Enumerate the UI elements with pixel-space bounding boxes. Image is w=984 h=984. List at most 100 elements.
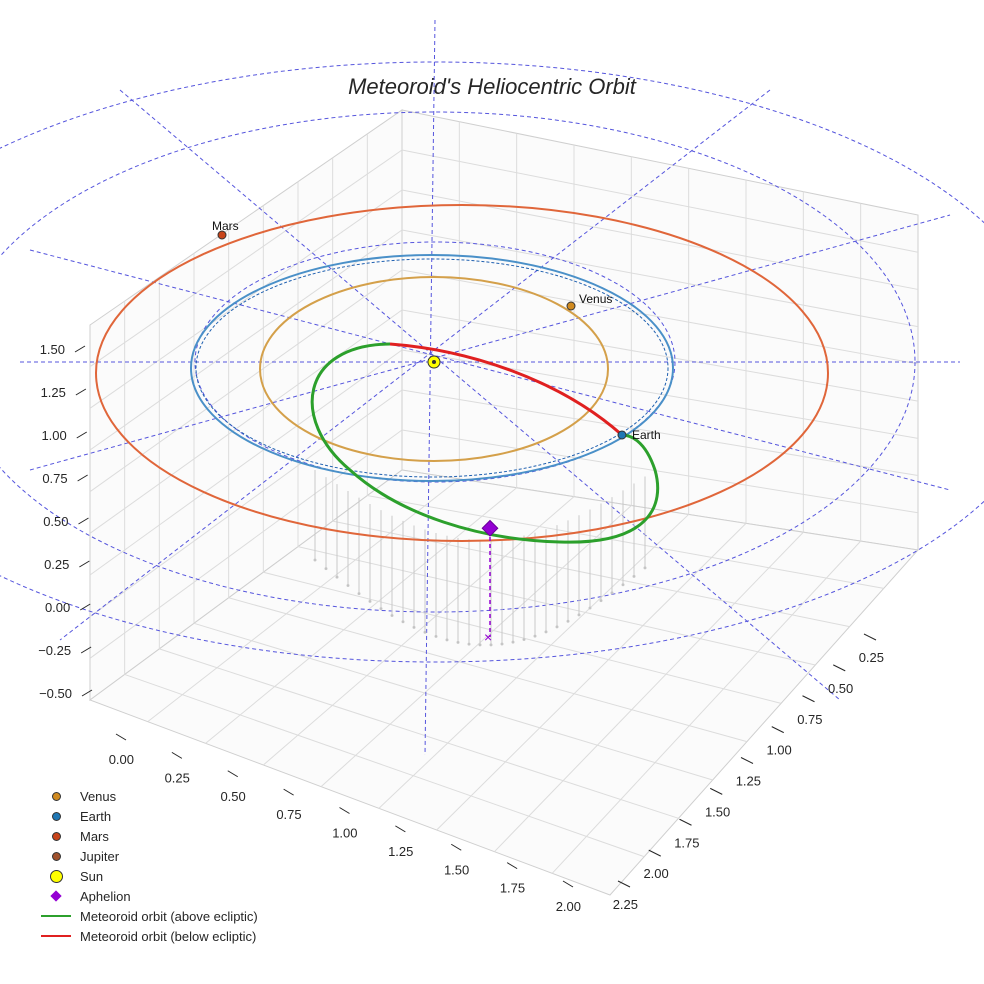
legend-sun-dot [49,869,63,883]
grid-line [401,349,919,439]
x-axis-tick-label: 1.25 [388,844,413,859]
grid-line [89,309,403,534]
grid-line [401,389,919,477]
grid-line [89,149,403,368]
z-axis-tick-label: 1.50 [40,342,65,357]
orbit-drop-point [610,591,614,595]
z-axis-tick-mark [77,474,88,482]
z-axis-tick-label: 1.25 [41,385,66,400]
legend-jupiter-dot [51,851,61,861]
orbit-drop-point [533,634,537,638]
x-axis-tick-label: 2.00 [556,899,581,914]
orbit-drop-point [511,640,515,644]
earth-orbit [190,254,674,482]
legend-label: Meteoroid orbit (above ecliptic) [80,908,258,924]
orbit-drop-point [478,643,482,647]
orbit-drop-point [522,638,526,642]
x-axis-tick-label: 0.75 [276,807,301,822]
x-axis-tick-mark [339,807,350,814]
legend-item-venus: Venus [38,786,258,806]
x-axis-tick-label: 1.50 [444,862,469,877]
grid-line [228,597,748,743]
y-axis-tick-label: 0.75 [797,712,822,727]
x-axis-tick-label: 0.25 [165,770,190,785]
orbit-drop-point [401,620,405,624]
z-axis-tick-label: 0.00 [45,600,70,615]
legend-item-sun: Sun [38,866,258,886]
y-axis-tick-mark [617,880,631,888]
grid-line [193,622,713,781]
earth-marker [617,430,627,440]
x-axis-tick-label: 0.50 [220,789,245,804]
grid-line [401,189,919,290]
y-axis-tick-label: 0.25 [859,650,884,665]
grid-line [401,149,919,253]
orbit-drop-point [434,634,438,638]
sun-center [432,360,436,364]
y-axis-tick-mark [833,664,846,672]
grid-line [89,189,403,409]
orbit-drop-point [599,599,603,603]
legend-item-earth: Earth [38,806,258,826]
venus-label: Venus [579,292,612,306]
y-axis-tick-mark [710,787,723,795]
grid-line [401,269,919,365]
orbit-drop-point [467,642,471,646]
orbit-drop-point [379,607,383,611]
x-axis-tick-mark [283,788,294,796]
mars-marker [217,230,227,240]
z-axis-tick-label: 1.00 [41,428,66,443]
z-axis-tick-mark [74,345,86,353]
grid-line [367,495,884,589]
earth-label: Earth [632,428,661,442]
legend-label: Mars [80,828,109,844]
legend-label: Aphelion [80,888,131,904]
x-axis-tick-label: 1.75 [500,881,525,896]
x-axis-tick-mark [562,880,574,888]
z-axis-tick-mark [81,689,93,697]
grid-line [89,389,403,618]
orbit-drop-point [621,583,625,587]
legend-label: Meteoroid orbit (below ecliptic) [80,928,257,944]
x-axis-tick-mark [227,770,239,778]
orbit-drop-point [456,640,460,644]
orbit-drop-point [577,613,581,617]
orbit-drop-point [346,584,350,588]
z-axis-ticks: 1.50 1.25 1.00 0.75 0.50 0.25 0.00 −0.25 −0.50 [38,342,93,701]
z-axis-tick-label: 0.25 [44,557,69,572]
orbit-drop-point [500,642,504,646]
y-axis-tick-label: 1.50 [705,804,730,819]
y-axis-tick-label: 1.75 [674,835,699,850]
grid-line [263,571,782,704]
x-axis-tick-mark [171,751,183,759]
x-axis-tick-mark [450,843,462,851]
orbit-drop-point [324,567,328,571]
aphelion-marker [481,519,499,537]
y-axis-tick-mark [679,818,692,826]
y-axis-tick-mark [740,757,754,764]
z-axis-tick-mark [78,517,89,525]
orbit-drop-point [544,630,548,634]
chart-title: Meteoroid's Heliocentric Orbit [348,74,636,99]
orbit-drop-point [445,638,449,642]
grid-line [320,505,632,788]
z-axis-tick-label: −0.50 [39,686,72,701]
x-axis-tick-mark [506,862,518,870]
meteoroid-orbit-above [310,342,660,544]
x-axis-tick-mark [115,733,127,741]
grid-mesh [89,121,919,874]
grid-line [89,349,403,576]
grid-line [147,478,460,723]
grid-line [401,229,919,328]
mars-orbit [95,204,829,542]
legend-label: Venus [80,788,117,804]
legend-venus-dot [51,791,61,801]
z-axis-tick-label: −0.25 [38,643,71,658]
z-axis-tick-mark [79,560,90,568]
orbit-drop-point [555,625,559,629]
legend-label: Jupiter [80,848,120,864]
z-axis-tick-mark [80,646,92,654]
y-axis-tick-mark [863,633,877,641]
aphelion-projection-marker: × [484,629,492,645]
